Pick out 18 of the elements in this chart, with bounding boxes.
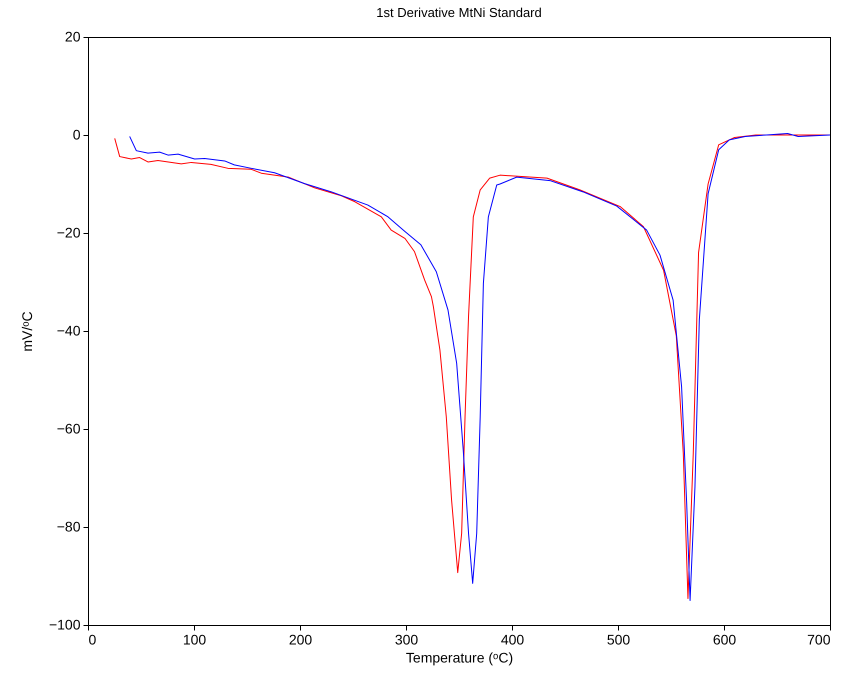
x-axis-title: Temperature (ᵒC) [406,650,514,666]
y-tick-label: 20 [64,28,81,44]
y-tick-label: 0 [72,126,81,142]
x-tick-label: 100 [182,632,206,648]
x-tick-label: 500 [606,632,630,648]
y-tick-label: −100 [48,616,81,632]
y-tick-label: −40 [56,322,81,338]
x-tick-label: 600 [712,632,736,648]
y-tick-label: −60 [56,420,81,436]
y-tick-label: −80 [56,518,81,534]
y-axis-title: mV/ᵒC [18,311,35,352]
y-tick-label: −20 [56,224,81,240]
x-tick-label: 400 [500,632,524,648]
x-tick-label: 200 [288,632,312,648]
chart-title: 1st Derivative MtNi Standard [376,5,542,20]
x-tick-label: 700 [807,632,831,648]
x-tick-label: 300 [394,632,418,648]
x-tick-label: 0 [88,632,96,648]
